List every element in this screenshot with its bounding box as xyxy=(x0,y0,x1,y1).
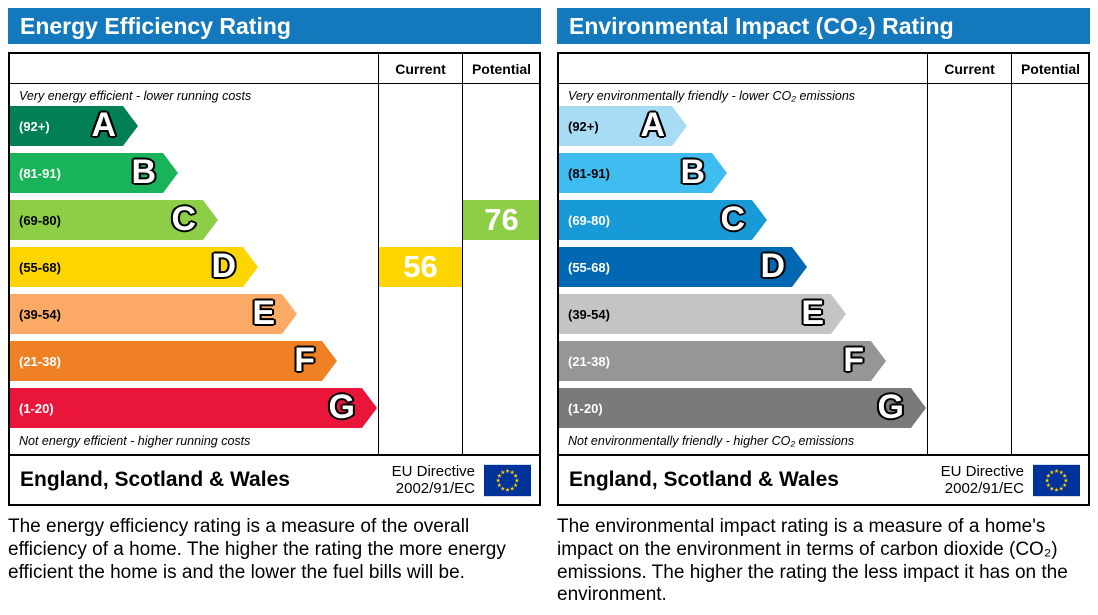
band-letter: D xyxy=(211,246,236,285)
potential-column-header: Potential xyxy=(1020,61,1081,77)
band-f: (21-38) F xyxy=(10,341,337,381)
band-b: (81-91) B xyxy=(10,153,178,193)
band-range: (81-91) xyxy=(19,165,61,181)
column-header-row: Current Potential xyxy=(10,54,539,84)
band-range: (69-80) xyxy=(568,212,610,228)
current-rating-indicator: 56 xyxy=(379,247,462,287)
epc-certificate: Energy Efficiency Rating Current Potenti… xyxy=(8,8,1090,607)
eu-directive-line1: EU Directive xyxy=(940,462,1024,480)
band-c: (69-80) C xyxy=(559,200,767,240)
energy-rating-description: The energy efficiency rating is a measur… xyxy=(8,516,506,583)
band-range: (92+) xyxy=(19,118,50,134)
energy-panel-title: Energy Efficiency Rating xyxy=(8,8,541,44)
current-column-header: Current xyxy=(944,61,995,77)
energy-rating-chart: Current Potential Very energy efficient … xyxy=(8,52,541,456)
bottom-caption: Not energy efficient - higher running co… xyxy=(19,434,251,448)
band-g: (1-20) G xyxy=(10,388,377,428)
column-divider xyxy=(378,54,379,454)
band-c: (69-80) C xyxy=(10,200,218,240)
band-range: (69-80) xyxy=(19,212,61,228)
chart-footer: England, Scotland & Wales EU Directive 2… xyxy=(557,454,1090,506)
band-d: (55-68) D xyxy=(559,247,807,287)
band-range: (21-38) xyxy=(19,353,61,369)
potential-column-header: Potential xyxy=(471,61,532,77)
band-letter: A xyxy=(91,105,116,144)
band-range: (92+) xyxy=(568,118,599,134)
band-letter: B xyxy=(131,152,156,191)
band-b: (81-91) B xyxy=(559,153,727,193)
region-label: England, Scotland & Wales xyxy=(569,468,839,491)
band-letter: G xyxy=(328,387,355,426)
band-g: (1-20) G xyxy=(559,388,926,428)
band-e: (39-54) E xyxy=(10,294,297,334)
eu-flag-icon xyxy=(484,464,531,496)
band-letter: C xyxy=(171,199,196,238)
top-caption: Very energy efficient - lower running co… xyxy=(19,89,252,103)
environmental-rating-description: The environmental impact rating is a mea… xyxy=(557,516,1068,606)
band-range: (21-38) xyxy=(568,353,610,369)
band-range: (1-20) xyxy=(568,400,603,416)
column-divider xyxy=(462,54,463,454)
co2-rating-chart: Current Potential Very environmentally f… xyxy=(557,52,1090,456)
band-range: (81-91) xyxy=(568,165,610,181)
energy-efficiency-panel: Energy Efficiency Rating Current Potenti… xyxy=(8,8,541,607)
band-f: (21-38) F xyxy=(559,341,886,381)
eu-directive-line1: EU Directive xyxy=(391,462,475,480)
band-letter: D xyxy=(760,246,785,285)
eu-directive-line2: 2002/91/EC xyxy=(395,480,475,497)
band-e: (39-54) E xyxy=(559,294,846,334)
column-divider xyxy=(927,54,928,454)
band-d: (55-68) D xyxy=(10,247,258,287)
band-a: (92+) A xyxy=(559,106,687,146)
band-a: (92+) A xyxy=(10,106,138,146)
band-range: (1-20) xyxy=(19,400,54,416)
band-letter: E xyxy=(801,293,824,332)
band-letter: C xyxy=(720,199,745,238)
eu-directive-line2: 2002/91/EC xyxy=(944,480,1024,497)
band-letter: B xyxy=(680,152,705,191)
band-letter: G xyxy=(877,387,904,426)
band-range: (39-54) xyxy=(19,306,61,322)
environmental-panel-title: Environmental Impact (CO₂) Rating xyxy=(557,8,1090,44)
region-label: England, Scotland & Wales xyxy=(20,468,290,491)
band-range: (55-68) xyxy=(19,259,61,275)
band-letter: A xyxy=(640,105,665,144)
column-divider xyxy=(1011,54,1012,454)
band-letter: E xyxy=(252,293,275,332)
environmental-impact-panel: Environmental Impact (CO₂) Rating Curren… xyxy=(557,8,1090,607)
chart-footer: England, Scotland & Wales EU Directive 2… xyxy=(8,454,541,506)
band-letter: F xyxy=(294,340,315,379)
bottom-caption: Not environmentally friendly - higher CO… xyxy=(568,434,855,448)
current-column-header: Current xyxy=(395,61,446,77)
eu-directive-label: EU Directive 2002/91/EC xyxy=(392,463,475,498)
band-range: (55-68) xyxy=(568,259,610,275)
band-letter: F xyxy=(843,340,864,379)
eu-directive-label: EU Directive 2002/91/EC xyxy=(941,463,1024,498)
eu-flag-icon xyxy=(1033,464,1080,496)
potential-rating-indicator: 76 xyxy=(463,200,539,240)
column-header-row: Current Potential xyxy=(559,54,1088,84)
top-caption: Very environmentally friendly - lower CO… xyxy=(568,89,856,103)
band-range: (39-54) xyxy=(568,306,610,322)
